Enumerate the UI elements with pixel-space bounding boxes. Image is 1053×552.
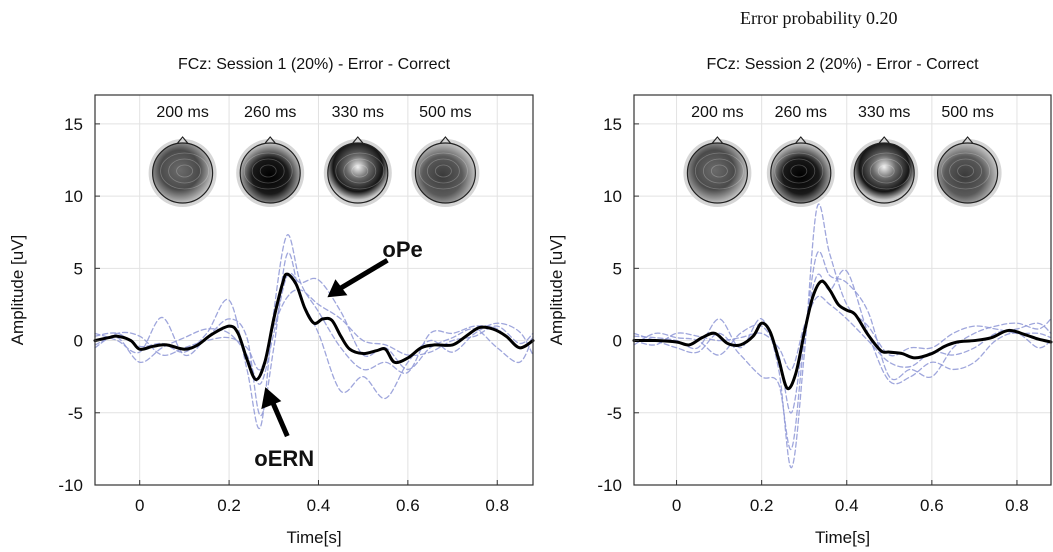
topomap-contour — [711, 164, 728, 178]
series-line-session-4 — [94, 289, 534, 371]
topomap-contour — [703, 158, 736, 184]
plot-frame — [633, 94, 1052, 486]
annotation-label: oERN — [254, 446, 314, 471]
topomap-contour — [335, 152, 385, 190]
y-axis-label: Amplitude [uV] — [547, 235, 566, 346]
topomap-contour — [782, 158, 816, 184]
topomap-contour — [434, 164, 452, 178]
topomap-contour — [160, 152, 210, 190]
topomap-nose — [878, 136, 890, 144]
chart-panel-session2: FCz: Session 2 (20%) - Error - Correct 20… — [547, 56, 1053, 547]
x-tick-label: 0.2 — [750, 496, 774, 515]
annotation-label: oPe — [382, 237, 422, 262]
topomap-head-icon — [686, 142, 749, 204]
y-tick-label: -10 — [597, 476, 622, 495]
topomap-label: 500 ms — [941, 104, 993, 121]
topomap-contour — [243, 152, 293, 190]
figure-title: Error probability 0.20 — [740, 8, 898, 28]
topomap-contour — [949, 158, 982, 184]
topomap-contour — [251, 158, 285, 184]
y-tick-label: -10 — [58, 476, 83, 495]
y-tick-label: 0 — [74, 332, 83, 351]
x-tick-label: 0 — [135, 496, 144, 515]
topomap-nose — [264, 136, 276, 144]
series-line-average — [93, 272, 535, 382]
chart-title: FCz: Session 1 (20%) - Error - Correct — [178, 56, 451, 73]
annotation-arrow — [269, 398, 290, 438]
annotation-arrowhead — [261, 387, 282, 410]
topomap-contour — [941, 152, 990, 190]
y-tick-label: 0 — [613, 332, 622, 351]
topomap-label: 330 ms — [332, 104, 384, 121]
annotation-arrow — [334, 258, 389, 294]
topomap-head-icon — [152, 142, 214, 204]
series-line-session-2 — [94, 272, 534, 385]
topomap-contour — [861, 152, 911, 190]
topomap-contour — [418, 152, 468, 190]
x-axis-label: Time[s] — [286, 528, 341, 547]
y-axis-label: Amplitude [uV] — [8, 235, 27, 346]
topomap-label: 260 ms — [775, 104, 827, 121]
topomap-contour — [351, 164, 369, 178]
topomap-label: 200 ms — [156, 104, 208, 121]
y-tick-label: 5 — [74, 259, 83, 278]
topomap-contour — [168, 158, 202, 184]
y-tick-label: 10 — [64, 187, 83, 206]
topomap-label: 330 ms — [858, 104, 910, 121]
plot-frame — [94, 94, 534, 486]
y-tick-label: 10 — [603, 187, 622, 206]
topomap-label: 260 ms — [244, 104, 296, 121]
x-tick-label: 0.4 — [835, 496, 859, 515]
topomap-contour — [343, 158, 377, 184]
topomap-contour — [695, 152, 744, 190]
topomap-head-icon — [239, 142, 301, 204]
topomap-nose — [795, 136, 807, 144]
topomap-nose — [962, 136, 974, 144]
x-tick-label: 0.6 — [920, 496, 944, 515]
chart-title: FCz: Session 2 (20%) - Error - Correct — [706, 56, 979, 73]
x-tick-label: 0 — [672, 496, 681, 515]
x-tick-label: 0.8 — [1005, 496, 1029, 515]
topomap-head-icon — [770, 142, 832, 204]
y-tick-label: 15 — [603, 115, 622, 134]
x-axis-label: Time[s] — [815, 528, 870, 547]
topomap-head-icon — [327, 142, 389, 204]
y-tick-label: 15 — [64, 115, 83, 134]
topomap-nose — [711, 136, 723, 144]
x-tick-label: 0.4 — [307, 496, 331, 515]
annotation-arrowhead — [327, 279, 348, 298]
topomap-contour — [869, 158, 903, 184]
topomap-contour — [877, 164, 895, 178]
topomap-nose — [177, 136, 189, 144]
y-tick-label: 5 — [613, 259, 622, 278]
topomap-contour — [774, 152, 824, 190]
chart-panel-session1: FCz: Session 1 (20%) - Error - Correct 20… — [8, 56, 535, 547]
topomap-nose — [439, 136, 451, 144]
x-tick-label: 0.8 — [485, 496, 509, 515]
topomap-contour — [790, 164, 808, 178]
topomap-head-icon — [414, 142, 476, 204]
topomap-label: 200 ms — [691, 104, 743, 121]
topomap-contour — [176, 164, 194, 178]
x-tick-label: 0.2 — [217, 496, 241, 515]
topomap-contour — [957, 164, 974, 178]
series-line-session-1 — [633, 203, 1052, 469]
series-line-session-4 — [633, 295, 1052, 371]
topomap-head-icon — [936, 142, 999, 204]
series-line-average — [632, 279, 1053, 391]
topomap-label: 500 ms — [419, 104, 471, 121]
y-tick-label: -5 — [68, 404, 83, 423]
x-tick-label: 0.6 — [396, 496, 420, 515]
topomap-head-icon — [853, 142, 915, 204]
topomap-contour — [426, 158, 460, 184]
topomap-contour — [259, 164, 277, 178]
y-tick-label: -5 — [607, 404, 622, 423]
topomap-nose — [352, 136, 364, 144]
